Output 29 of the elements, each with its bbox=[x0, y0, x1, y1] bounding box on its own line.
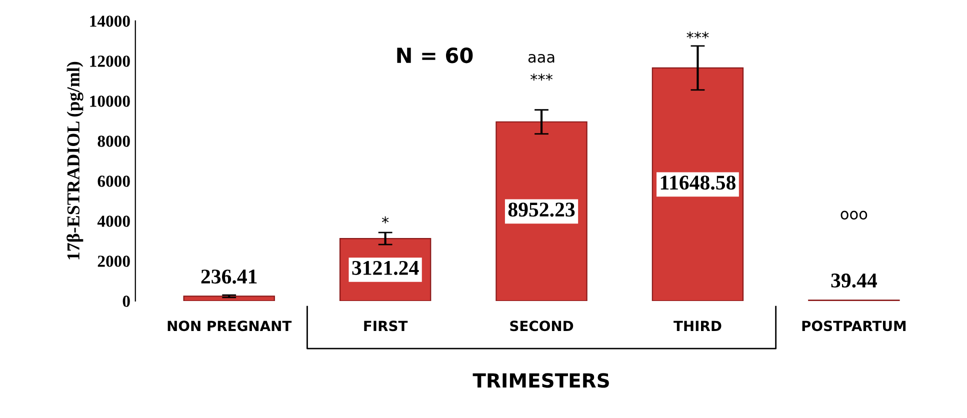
annotation: aaa bbox=[528, 54, 554, 63]
data-label: 39.44 bbox=[831, 274, 877, 288]
y-tick-label: 14000 bbox=[90, 16, 130, 27]
y-tick-label: 4000 bbox=[97, 216, 130, 227]
y-tick-label: 12000 bbox=[90, 56, 130, 67]
annotation: ooo bbox=[840, 210, 868, 220]
x-tick-label: POSTPARTUM bbox=[802, 320, 906, 332]
data-label: 8952.23 bbox=[508, 202, 575, 217]
bar bbox=[496, 121, 588, 301]
annotation: *** bbox=[530, 74, 553, 81]
x-axis-title: TRIMESTERS bbox=[472, 373, 609, 388]
y-tick-label: 6000 bbox=[98, 176, 130, 187]
y-axis-title: 17β-ESTRADIOL (pg/ml) bbox=[66, 62, 84, 260]
x-tick-label: THIRD bbox=[674, 320, 722, 331]
data-label: 3121.24 bbox=[352, 260, 419, 276]
y-tick-label: 0 bbox=[122, 296, 130, 307]
y-tick-label: 2000 bbox=[98, 256, 130, 267]
data-label: 11648.58 bbox=[660, 176, 736, 190]
y-tick-label: 8000 bbox=[98, 136, 130, 147]
x-tick-label: FIRST bbox=[364, 320, 408, 332]
data-label: 236.41 bbox=[201, 270, 257, 284]
annotation: N = 60 bbox=[397, 47, 473, 64]
bar bbox=[652, 67, 744, 301]
annotation: * bbox=[382, 216, 389, 224]
x-tick-label: NON PREGNANT bbox=[168, 320, 292, 332]
bar bbox=[183, 296, 275, 301]
x-tick-label: SECOND bbox=[510, 320, 574, 332]
annotation: *** bbox=[686, 32, 709, 39]
y-tick-label: 10000 bbox=[90, 96, 130, 107]
